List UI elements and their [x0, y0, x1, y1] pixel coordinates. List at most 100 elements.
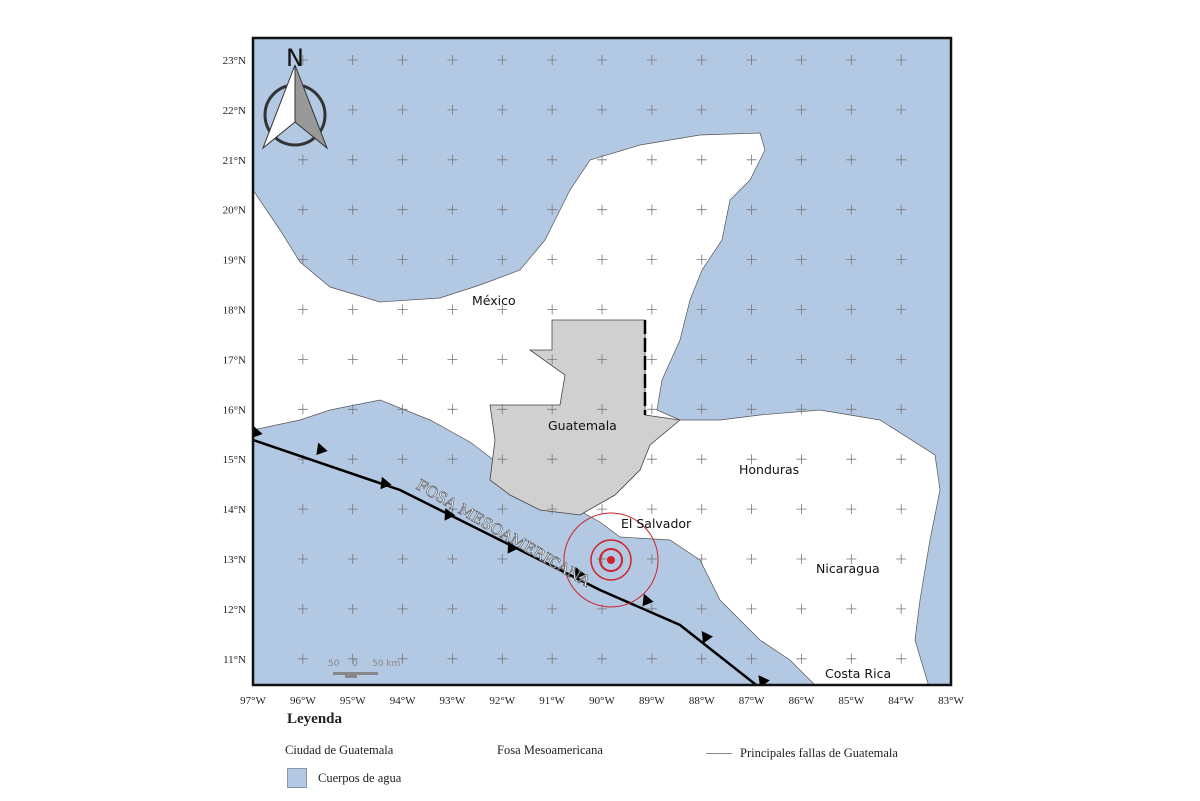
lon-tick-label: 86°W [789, 695, 815, 707]
grid-cross [696, 653, 707, 664]
grid-cross [796, 154, 807, 165]
grid-cross [846, 554, 857, 564]
lon-tick-label: 88°W [689, 695, 715, 707]
grid-cross [397, 104, 408, 115]
grid-cross [447, 304, 458, 315]
grid-cross [497, 653, 508, 664]
legend-item-water: Cuerpos de agua [318, 771, 402, 785]
legend-title: Leyenda [287, 711, 343, 727]
grid-cross [547, 554, 558, 564]
grid-cross [796, 55, 807, 65]
grid-cross [846, 504, 857, 515]
grid-cross [447, 504, 458, 515]
grid-cross [746, 404, 757, 415]
grid-cross [547, 55, 558, 65]
lon-tick-label: 97°W [240, 695, 266, 707]
svg-text:50: 50 [328, 659, 340, 669]
grid-cross [397, 354, 408, 365]
grid-cross [497, 55, 508, 65]
legend-item-trench: Fosa Mesoamericana [497, 743, 603, 757]
grid-cross [547, 653, 558, 664]
lat-tick-label: 16°N [223, 404, 246, 416]
lon-tick-label: 95°W [340, 695, 366, 707]
grid-cross [746, 354, 757, 365]
grid-cross [447, 653, 458, 664]
trench-tooth [701, 630, 713, 644]
grid-cross [347, 154, 358, 165]
grid-cross [297, 404, 308, 415]
grid-cross [646, 653, 657, 664]
grid-cross [846, 304, 857, 315]
lon-tick-label: 96°W [290, 695, 316, 707]
legend-item-faults: Principales fallas de Guatemala [740, 746, 898, 760]
grid-cross [646, 404, 657, 415]
grid-cross [746, 55, 757, 65]
grid-cross [696, 504, 707, 515]
lat-tick-label: 15°N [223, 454, 246, 466]
grid-cross [696, 454, 707, 465]
grid-cross [347, 504, 358, 515]
grid-cross [696, 304, 707, 315]
grid-cross [896, 204, 907, 215]
lon-tick-label: 93°W [440, 695, 466, 707]
grid-cross [696, 404, 707, 415]
grid-cross [597, 254, 608, 265]
lon-tick-label: 85°W [838, 695, 864, 707]
label-nicaragua: Nicaragua [816, 561, 880, 576]
grid-cross [746, 154, 757, 165]
grid-cross [547, 304, 558, 315]
grid-cross [746, 204, 757, 215]
grid-cross [547, 254, 558, 265]
trench-tooth [507, 541, 519, 554]
grid-cross [597, 404, 608, 415]
grid-cross [347, 254, 358, 265]
guatemala-area [489, 319, 681, 516]
grid-cross [696, 204, 707, 215]
grid-cross [796, 354, 807, 365]
lat-tick-label: 11°N [223, 654, 246, 666]
lat-tick-label: 20°N [223, 205, 246, 217]
grid-cross [696, 603, 707, 614]
grid-cross [497, 254, 508, 265]
grid-cross [896, 154, 907, 165]
grid-cross [646, 104, 657, 115]
grid-cross [597, 504, 608, 515]
grid-cross [746, 304, 757, 315]
grid-cross [896, 254, 907, 265]
grid-cross [547, 504, 558, 515]
grid-cross [597, 304, 608, 315]
grid-cross [796, 554, 807, 564]
lon-tick-label: 91°W [539, 695, 565, 707]
lon-tick-label: 89°W [639, 695, 665, 707]
grid-cross [297, 55, 308, 65]
grid-cross [646, 204, 657, 215]
grid-cross [896, 504, 907, 515]
grid-cross [796, 254, 807, 265]
fault-line-swatch [706, 753, 732, 754]
svg-text:50 km: 50 km [372, 659, 400, 669]
grid-cross [397, 554, 408, 564]
grid-cross [347, 404, 358, 415]
grid-cross [547, 603, 558, 614]
grid-cross [846, 454, 857, 465]
lat-tick-label: 14°N [223, 504, 246, 516]
grid-cross [796, 404, 807, 415]
grid-cross [497, 404, 508, 415]
trench-tooth [642, 593, 654, 607]
grid-cross [796, 653, 807, 664]
grid-cross [397, 154, 408, 165]
water-swatch [287, 768, 307, 788]
lon-tick-label: 84°W [888, 695, 914, 707]
label-costa-rica: Costa Rica [825, 666, 891, 681]
grid-cross [497, 204, 508, 215]
grid-cross [696, 104, 707, 115]
epicenter-marker [563, 512, 659, 608]
grid-cross [896, 104, 907, 115]
lat-tick-label: 23°N [223, 55, 246, 67]
grid-cross [746, 554, 757, 564]
grid-cross [896, 304, 907, 315]
grid-cross [896, 653, 907, 664]
grid-cross [447, 254, 458, 265]
grid-cross [297, 254, 308, 265]
grid-cross [447, 404, 458, 415]
